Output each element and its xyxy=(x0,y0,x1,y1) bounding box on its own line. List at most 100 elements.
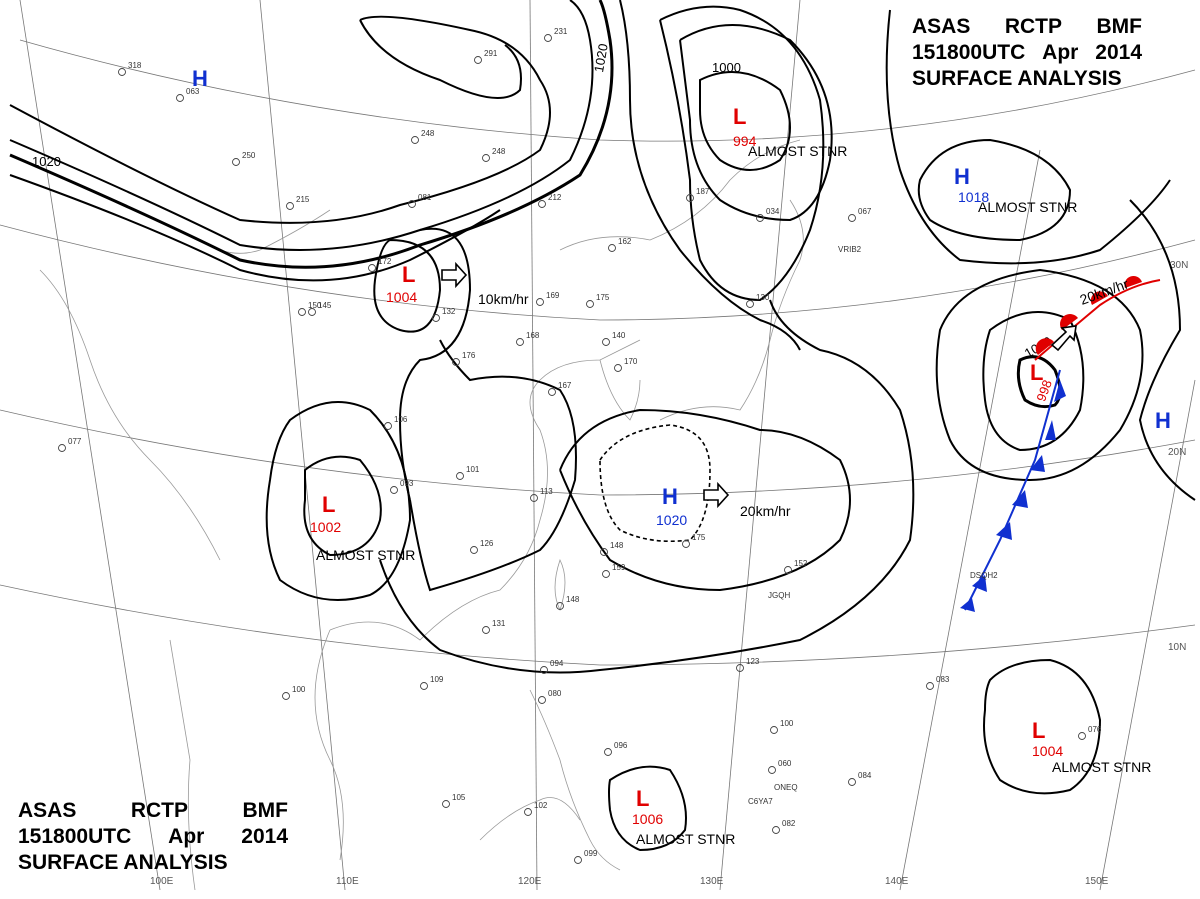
header-agency: ASAS xyxy=(18,799,77,822)
station-circle-icon xyxy=(298,308,306,316)
station-pressure: 168 xyxy=(526,331,540,340)
high-pressure-symbol: H xyxy=(954,164,970,189)
station-circle-icon xyxy=(232,158,240,166)
system-note: ALMOST STNR xyxy=(1052,759,1151,775)
station-pressure: 131 xyxy=(492,619,506,628)
station-pressure: 159 xyxy=(612,563,626,572)
station-circle-icon xyxy=(118,68,126,76)
header-station: RCTP xyxy=(1004,15,1063,38)
isobar xyxy=(982,311,1085,452)
station-circle-icon xyxy=(442,800,450,808)
station-pressure: 152 xyxy=(794,559,808,568)
station-pressure: 167 xyxy=(558,381,572,390)
station-pressure: 150 xyxy=(308,301,322,310)
isobar xyxy=(1129,199,1196,501)
station-pressure: 084 xyxy=(858,771,872,780)
station-circle-icon xyxy=(602,570,610,578)
station-pressure: 291 xyxy=(484,49,498,58)
station-circle-icon xyxy=(538,696,546,704)
system-note: ALMOST STNR xyxy=(636,831,735,847)
station-circle-icon xyxy=(544,34,552,42)
station-circle-icon xyxy=(470,546,478,554)
station-pressure: 172 xyxy=(378,257,392,266)
station-id: VRIB2 xyxy=(838,245,862,254)
isobar xyxy=(9,15,551,224)
isobar xyxy=(679,24,833,222)
station-circle-icon xyxy=(308,308,316,316)
station-pressure: 148 xyxy=(566,595,580,604)
station-circle-icon xyxy=(538,200,546,208)
station-pressure: 102 xyxy=(534,801,548,810)
station-id: ONEQ xyxy=(774,783,798,792)
isobar xyxy=(885,9,1171,265)
high-pressure-symbol: H xyxy=(192,66,208,91)
station-pressure: 140 xyxy=(612,331,626,340)
header-title: SURFACE ANALYSIS xyxy=(912,67,1122,90)
isobar xyxy=(1016,355,1062,409)
station-pressure: 076 xyxy=(1088,725,1102,734)
pressure-value: 1004 xyxy=(386,289,417,305)
station-pressure: 175 xyxy=(596,293,610,302)
coastlines xyxy=(39,139,804,891)
station-pressure: 126 xyxy=(480,539,494,548)
station-circle-icon xyxy=(548,388,556,396)
station-id: DSQH2 xyxy=(970,571,998,580)
motion-arrow-icon xyxy=(1050,325,1077,352)
station-pressure: 100 xyxy=(292,685,306,694)
low-pressure-symbol: L xyxy=(1030,360,1043,385)
station-circle-icon xyxy=(536,298,544,306)
station-circle-icon xyxy=(604,748,612,756)
station-pressure: 231 xyxy=(554,27,568,36)
station-pressure: 077 xyxy=(68,437,82,446)
station-pressure: 145 xyxy=(318,301,332,310)
isobar xyxy=(379,299,915,674)
motion-arrow-icon xyxy=(703,481,730,509)
isobar xyxy=(559,408,851,592)
station-pressure: 106 xyxy=(394,415,408,424)
station-pressure: 080 xyxy=(548,689,562,698)
station-pressure: 170 xyxy=(624,357,638,366)
header-year: 2014 xyxy=(241,825,288,848)
station-circle-icon xyxy=(736,664,744,672)
station-circle-icon xyxy=(384,422,392,430)
station-circle-icon xyxy=(556,602,564,610)
low-pressure-symbol: L xyxy=(402,262,415,287)
station-circle-icon xyxy=(746,300,754,308)
pressure-systems: H L 994 ALMOST STNR H 1018 ALMOST STNR L… xyxy=(192,66,1171,847)
station-pressure: 169 xyxy=(546,291,560,300)
isobars xyxy=(9,0,1196,852)
station-circle-icon xyxy=(574,856,582,864)
chart-header-top: ASAS RCTP BMF 151800UTC Apr 2014 SURFACE… xyxy=(912,14,1142,92)
low-pressure-symbol: L xyxy=(1032,718,1045,743)
station-circle-icon xyxy=(682,540,690,548)
station-circle-icon xyxy=(600,548,608,556)
station-id: JGQH xyxy=(768,591,790,600)
isobar xyxy=(398,227,472,501)
station-pressure: 034 xyxy=(766,207,780,216)
station-circle-icon xyxy=(848,778,856,786)
station-pressure: 130 xyxy=(756,293,770,302)
station-circle-icon xyxy=(756,214,764,222)
station-circle-icon xyxy=(482,626,490,634)
station-circle-icon xyxy=(768,766,776,774)
header-month: Apr xyxy=(1042,41,1079,64)
latitude-labels: 30N 20N 10N xyxy=(1168,260,1188,653)
station-pressure: 101 xyxy=(466,465,480,474)
station-pressure: 060 xyxy=(778,759,792,768)
header-office: BMF xyxy=(1096,15,1143,38)
system-note: ALMOST STNR xyxy=(978,199,1077,215)
station-circle-icon xyxy=(411,136,419,144)
header-station: RCTP xyxy=(130,799,189,822)
station-circle-icon xyxy=(1078,732,1086,740)
header-office: BMF xyxy=(242,799,289,822)
station-pressure: 113 xyxy=(540,487,553,496)
station-pressure: 132 xyxy=(442,307,456,316)
longitude-labels: 100E 110E 120E 130E 140E 150E xyxy=(150,876,1109,887)
pressure-value: 1020 xyxy=(656,512,687,528)
lat-label: 30N xyxy=(1170,260,1188,271)
station-pressure: 176 xyxy=(462,351,476,360)
station-pressure: 067 xyxy=(858,207,872,216)
station-pressure: 123 xyxy=(746,657,760,666)
station-circle-icon xyxy=(390,486,398,494)
header-year: 2014 xyxy=(1095,41,1142,64)
